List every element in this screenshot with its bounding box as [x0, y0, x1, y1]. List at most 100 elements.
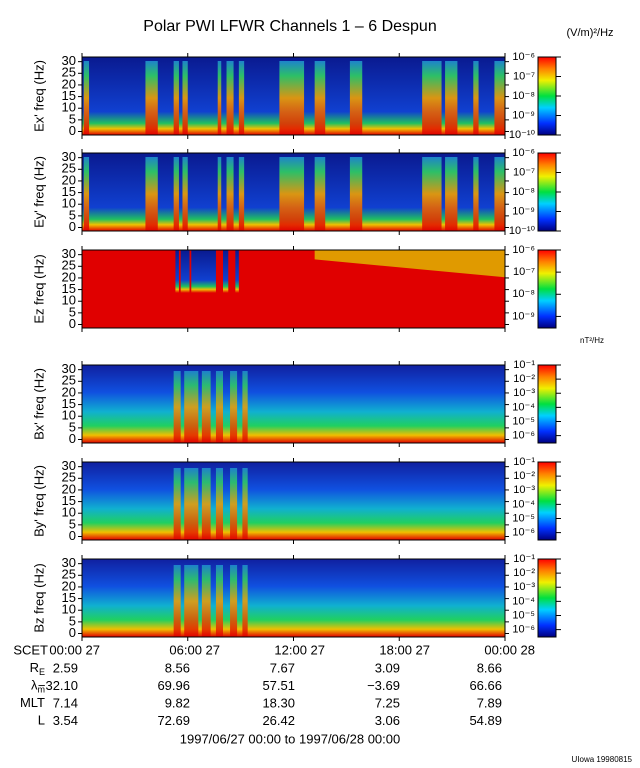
activity — [173, 371, 181, 443]
activity — [445, 157, 458, 231]
activity — [473, 61, 479, 135]
activity — [145, 157, 158, 231]
colorbar-tick-label: 10⁻⁸ — [512, 90, 535, 102]
y-tick-label: 0 — [69, 431, 76, 446]
colorbar-tick-label: 10⁻⁸ — [512, 288, 535, 300]
activity — [238, 61, 245, 135]
activity — [279, 61, 305, 135]
activity — [215, 371, 223, 443]
y-tick-label: 10 — [62, 196, 76, 211]
y-tick-label: 0 — [69, 123, 76, 138]
colorbar — [537, 56, 557, 136]
time-label: SCET — [13, 642, 48, 657]
activity — [182, 61, 188, 135]
ephemeris-value: 69.96 — [157, 678, 190, 693]
activity — [314, 250, 505, 278]
activity — [215, 468, 223, 540]
colorbar-tick-label: 10⁻² — [513, 567, 535, 579]
colorbar-tick-label: 10⁻¹⁰ — [509, 225, 536, 237]
y-tick-label: 0 — [69, 316, 76, 331]
ephemeris-value: 54.89 — [469, 713, 502, 728]
y-tick-label: 0 — [69, 219, 76, 234]
colorbar-tick-label: 10⁻⁹ — [512, 205, 535, 217]
y-tick-label: 30 — [62, 246, 76, 261]
colorbar — [537, 461, 557, 541]
activity — [182, 157, 188, 231]
activity — [314, 61, 326, 135]
colorbar-tick-label: 10⁻⁹ — [512, 109, 535, 121]
activity — [201, 468, 211, 540]
colorbar-tick-label: 10⁻⁴ — [512, 498, 535, 510]
colorbar-tick-label: 10⁻⁶ — [512, 51, 535, 63]
y-tick-label: 5 — [69, 613, 76, 628]
y-tick-label: 5 — [69, 207, 76, 222]
activity — [184, 468, 199, 540]
row-label-main: MLT — [20, 695, 45, 710]
ephemeris-value: −3.69 — [367, 678, 400, 693]
colorbar — [537, 558, 557, 638]
y-tick-label: 20 — [62, 578, 76, 593]
y-tick-label: 15 — [62, 590, 76, 605]
y-axis-label: Ex' freq (Hz) — [31, 60, 46, 132]
x-tick-label: 00:00 28 — [484, 642, 535, 657]
colorbar-tick-label: 10⁻³ — [513, 581, 535, 593]
y-axis-label: Bx' freq (Hz) — [31, 368, 46, 440]
activity — [217, 157, 222, 231]
ephemeris-value: 7.67 — [270, 660, 295, 675]
activity — [235, 250, 239, 293]
spectrogram — [82, 559, 505, 637]
colorbar-tick-label: 10⁻⁶ — [512, 527, 535, 539]
colorbar-tick-label: 10⁻⁷ — [513, 166, 535, 178]
colorbar-tick-label: 10⁻⁷ — [513, 266, 535, 278]
row-label-main: λ — [31, 678, 38, 693]
y-tick-label: 5 — [69, 516, 76, 531]
colorbar-tick-label: 10⁻² — [513, 470, 535, 482]
colorbar-tick-label: 10⁻⁶ — [512, 624, 535, 636]
ephemeris-value: 8.56 — [165, 660, 190, 675]
row-label: λm — [31, 678, 45, 695]
y-tick-label: 5 — [69, 304, 76, 319]
ephemeris-value: 3.09 — [375, 660, 400, 675]
y-tick-label: 10 — [62, 505, 76, 520]
activity — [494, 157, 505, 231]
colorbar-tick-label: 10⁻⁴ — [512, 401, 535, 413]
colorbar-tick-label: 10⁻⁶ — [512, 147, 535, 159]
y-tick-label: 30 — [62, 149, 76, 164]
activity — [173, 565, 181, 637]
ephemeris-value: 9.82 — [165, 695, 190, 710]
y-tick-label: 15 — [62, 184, 76, 199]
activity — [242, 371, 248, 443]
date-range: 1997/06/27 00:00 to 1997/06/28 00:00 — [180, 731, 400, 746]
y-tick-label: 5 — [69, 419, 76, 434]
row-label-sub: m — [38, 685, 46, 695]
activity — [279, 157, 305, 231]
x-tick-label: 18:00 27 — [379, 642, 430, 657]
ephemeris-value: 66.66 — [469, 678, 502, 693]
y-tick-label: 0 — [69, 528, 76, 543]
colorbar-tick-label: 10⁻⁷ — [513, 70, 535, 82]
ephemeris-value: 26.42 — [262, 713, 295, 728]
spectrogram — [82, 365, 505, 443]
units: nT²/Hz — [580, 336, 604, 345]
colorbar-tick-label: 10⁻² — [513, 373, 535, 385]
row-label: MLT — [20, 695, 45, 710]
activity — [201, 565, 211, 637]
colorbar-tick-label: 10⁻¹ — [513, 359, 535, 371]
activity — [145, 61, 158, 135]
y-tick-label: 30 — [62, 53, 76, 68]
activity — [173, 468, 181, 540]
footer: UIowa 19980815 — [572, 755, 633, 764]
activity — [314, 157, 326, 231]
colorbar-tick-label: 10⁻⁵ — [512, 415, 535, 427]
y-tick-label: 25 — [62, 470, 76, 485]
activity — [230, 565, 238, 637]
row-label-sub: E — [39, 667, 45, 677]
y-tick-label: 30 — [62, 361, 76, 376]
activity — [230, 468, 238, 540]
y-axis-label: By' freq (Hz) — [31, 465, 46, 537]
y-tick-label: 30 — [62, 458, 76, 473]
ephemeris-value: 7.14 — [53, 695, 78, 710]
activity — [83, 61, 90, 135]
ephemeris-value: 72.69 — [157, 713, 190, 728]
